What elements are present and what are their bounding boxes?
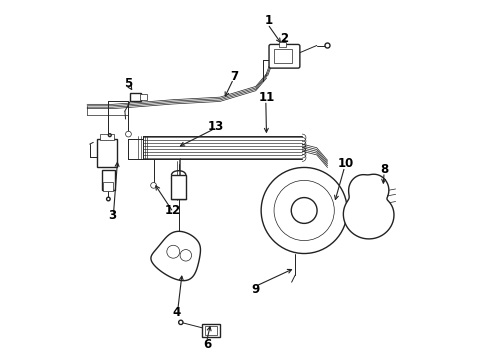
Circle shape <box>151 183 156 188</box>
Circle shape <box>180 249 192 261</box>
Circle shape <box>125 131 131 137</box>
Text: 4: 4 <box>173 306 181 319</box>
Circle shape <box>291 198 317 224</box>
Bar <box>202 324 220 337</box>
Bar <box>274 49 292 63</box>
Text: 3: 3 <box>108 210 117 222</box>
Bar <box>101 170 115 190</box>
Circle shape <box>274 180 334 240</box>
Circle shape <box>325 43 330 48</box>
Text: 12: 12 <box>165 204 181 217</box>
Text: 5: 5 <box>124 77 133 90</box>
Text: 10: 10 <box>337 157 354 170</box>
Circle shape <box>108 134 111 136</box>
Circle shape <box>179 320 183 324</box>
Bar <box>172 175 186 199</box>
Text: 9: 9 <box>252 283 260 296</box>
FancyBboxPatch shape <box>269 44 300 68</box>
Text: 11: 11 <box>258 91 274 104</box>
Circle shape <box>261 167 347 253</box>
Text: 7: 7 <box>230 69 238 82</box>
Circle shape <box>167 245 180 258</box>
Polygon shape <box>343 174 394 239</box>
Bar <box>205 326 217 335</box>
Text: 2: 2 <box>280 32 289 45</box>
Bar <box>103 182 113 191</box>
Bar <box>97 139 117 167</box>
Bar <box>100 134 114 140</box>
Text: 8: 8 <box>381 163 389 176</box>
Bar <box>279 42 286 47</box>
Circle shape <box>107 197 110 201</box>
Bar <box>130 93 141 101</box>
Bar <box>140 94 147 100</box>
Text: 6: 6 <box>203 338 212 351</box>
Text: 13: 13 <box>208 120 224 133</box>
Polygon shape <box>151 231 200 281</box>
Text: 1: 1 <box>264 14 272 27</box>
